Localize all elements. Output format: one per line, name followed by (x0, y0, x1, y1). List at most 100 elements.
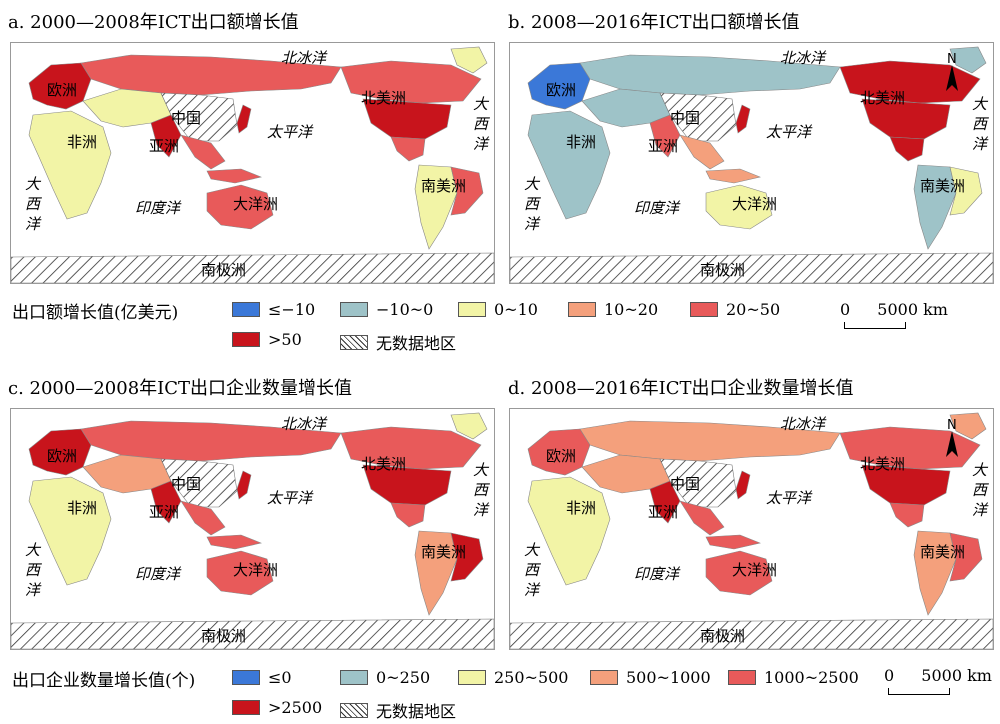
region-brazil (949, 532, 983, 582)
scale-zero: 0 (840, 300, 851, 319)
region-southeast-asia (679, 500, 725, 536)
region-indonesia (206, 168, 263, 184)
label-europe: 欧洲 (47, 447, 77, 465)
label-atlantic-west: 西 (524, 195, 541, 213)
map-panel-d: 欧洲 中国 亚洲 非洲 大洋洲 北美洲 南美洲 南极洲 北冰洋 太平洋 印度洋 … (509, 408, 994, 650)
label-north-america: 北美洲 (860, 455, 905, 473)
region-australia (206, 184, 274, 230)
region-greenland (450, 412, 488, 440)
label-atlantic-east: 西 (473, 481, 490, 499)
legend-swatch (340, 302, 368, 317)
legend-export-item: 10~20 (568, 300, 658, 319)
label-oceania: 大洋洲 (233, 561, 278, 579)
label-atlantic-west: 大 (25, 541, 42, 559)
region-usa (861, 98, 951, 140)
scale-bar-firms: 0 5000 km (884, 666, 992, 685)
label-china: 中国 (171, 109, 201, 127)
region-africa (28, 476, 112, 586)
legend-swatch (232, 700, 260, 715)
region-india (649, 114, 681, 158)
legend-swatch (340, 670, 368, 685)
label-antarctica: 南极洲 (700, 261, 745, 279)
label-atlantic-west: 西 (25, 561, 42, 579)
legend-label: >2500 (268, 698, 323, 717)
region-africa (28, 110, 112, 220)
legend-label: 0~250 (376, 668, 431, 687)
legend-firms-item: 250~500 (458, 668, 568, 687)
legend-export-item: −10~0 (340, 300, 433, 319)
region-australia (206, 550, 274, 596)
label-atlantic-east: 洋 (473, 135, 490, 153)
label-china: 中国 (670, 109, 700, 127)
legend-swatch (690, 302, 718, 317)
label-south-america: 南美洲 (920, 543, 965, 561)
north-arrow-icon: N (946, 52, 958, 91)
label-africa: 非洲 (566, 133, 596, 151)
legend-label: ≤−10 (268, 300, 316, 319)
label-arctic: 北冰洋 (780, 49, 827, 67)
svg-text:N: N (947, 418, 957, 433)
label-indian: 印度洋 (634, 199, 681, 217)
region-india (150, 114, 182, 158)
label-south-america: 南美洲 (421, 177, 466, 195)
region-greenland (949, 46, 987, 74)
label-atlantic-west: 大 (25, 175, 42, 193)
region-japan (735, 104, 751, 134)
label-atlantic-west: 西 (524, 561, 541, 579)
panel-a-title: a. 2000—2008年ICT出口额增长值 (8, 12, 299, 33)
legend-label: 无数据地区 (376, 334, 457, 353)
region-antarctica (11, 618, 494, 649)
region-greenland (949, 412, 987, 440)
legend-swatch (340, 702, 368, 718)
region-japan (735, 470, 751, 500)
label-north-america: 北美洲 (361, 455, 406, 473)
map-panel-b: 欧洲 中国 亚洲 非洲 大洋洲 北美洲 南美洲 南极洲 北冰洋 太平洋 印度洋 … (509, 42, 994, 284)
legend-swatch (340, 334, 368, 350)
region-antarctica (510, 252, 993, 283)
region-southeast-asia (180, 500, 226, 536)
label-oceania: 大洋洲 (732, 561, 777, 579)
legend-export-item: 0~10 (458, 300, 538, 319)
label-atlantic-west: 大 (524, 175, 541, 193)
region-indonesia (206, 534, 263, 550)
label-arctic: 北冰洋 (780, 415, 827, 433)
panel-c-title: c. 2000—2008年ICT出口企业数量增长值 (8, 378, 353, 399)
label-arctic: 北冰洋 (281, 415, 328, 433)
label-europe: 欧洲 (546, 81, 576, 99)
region-indonesia (705, 534, 762, 550)
region-africa (527, 476, 611, 586)
legend-label: −10~0 (376, 300, 434, 319)
legend-swatch (728, 670, 756, 685)
label-atlantic-east: 西 (972, 115, 989, 133)
scale-unit: km (923, 300, 948, 319)
region-india (649, 480, 681, 524)
label-antarctica: 南极洲 (201, 261, 246, 279)
region-southeast-asia (180, 134, 226, 170)
label-indian: 印度洋 (135, 199, 182, 217)
region-canada (340, 426, 482, 470)
label-china: 中国 (171, 475, 201, 493)
label-europe: 欧洲 (47, 81, 77, 99)
legend-swatch (590, 670, 618, 685)
legend-firms-item: 0~250 (340, 668, 430, 687)
label-atlantic-east: 洋 (972, 135, 989, 153)
label-indian: 印度洋 (634, 565, 681, 583)
region-australia (705, 550, 773, 596)
label-antarctica: 南极洲 (201, 627, 246, 645)
scale-zero: 0 (884, 666, 895, 685)
label-atlantic-east: 大 (473, 95, 490, 113)
region-japan (236, 470, 252, 500)
label-asia: 亚洲 (648, 503, 678, 521)
legend-swatch (232, 332, 260, 347)
label-asia: 亚洲 (149, 503, 179, 521)
label-africa: 非洲 (566, 499, 596, 517)
region-mexico (390, 136, 426, 162)
label-africa: 非洲 (67, 499, 97, 517)
region-brazil (949, 166, 983, 216)
scale-distance: 5000 (877, 300, 918, 319)
region-china (160, 92, 238, 142)
legend-export-item: 20~50 (690, 300, 780, 319)
label-indian: 印度洋 (135, 565, 182, 583)
region-usa (861, 464, 951, 506)
legend-export-item: ≤−10 (232, 300, 315, 319)
